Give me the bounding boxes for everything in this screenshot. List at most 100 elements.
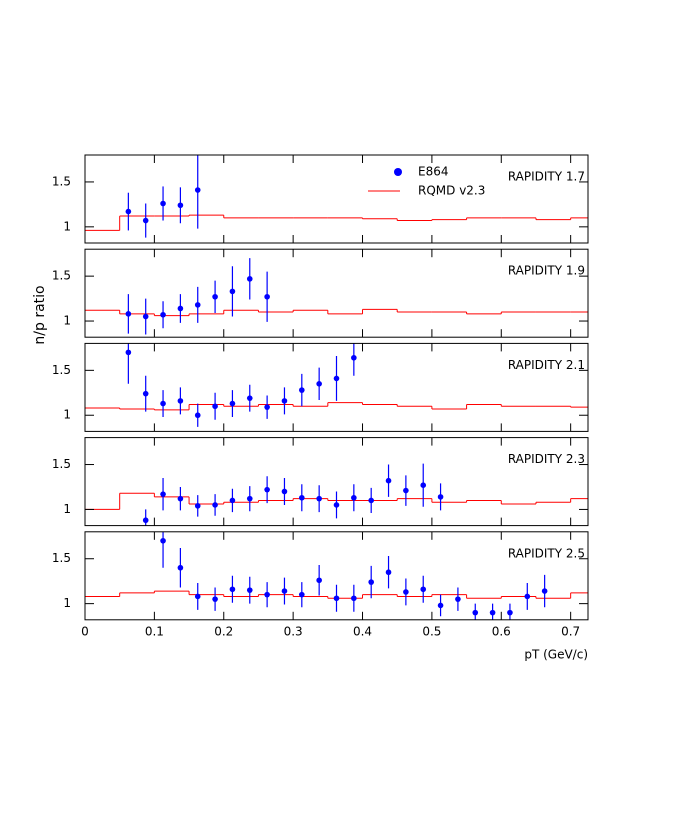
y-tick-label: 1 (63, 596, 71, 610)
y-tick-label: 1 (63, 314, 71, 328)
data-point (246, 276, 253, 282)
data-point (160, 491, 166, 497)
data-point (316, 577, 322, 584)
panel (85, 531, 588, 620)
y-tick-label: 1.5 (52, 363, 71, 377)
data-point (142, 313, 149, 320)
data-point (246, 395, 253, 401)
panel (85, 463, 588, 526)
panel (85, 155, 588, 238)
data-point (264, 404, 270, 410)
data-point (160, 400, 166, 407)
panel-label: RAPIDITY 2.5 (508, 546, 585, 560)
panel-frame (84, 342, 589, 432)
panel-frame (84, 531, 589, 621)
data-point (229, 586, 236, 593)
data-point (316, 495, 322, 502)
panel-frame (84, 437, 589, 527)
panel-label: RAPIDITY 2.3 (508, 452, 585, 466)
x-tick-label: 0.6 (492, 624, 511, 638)
data-point (264, 293, 270, 300)
data-point (264, 591, 270, 598)
data-point (212, 502, 218, 508)
data-point (125, 311, 132, 317)
data-point (333, 375, 340, 382)
data-point (420, 586, 427, 593)
data-point (368, 579, 374, 585)
data-point (368, 497, 374, 504)
data-point (472, 609, 479, 616)
data-point (177, 398, 184, 404)
x-tick-label: 0.1 (145, 624, 164, 638)
data-point (316, 381, 322, 387)
data-point (194, 302, 201, 308)
x-tick-label: 0.3 (284, 624, 303, 638)
data-point (489, 609, 496, 616)
data-point (212, 596, 218, 602)
data-point (437, 602, 444, 609)
data-point (281, 398, 288, 404)
data-point (229, 400, 236, 407)
x-axis-label: pT (GeV/c) (524, 648, 588, 662)
data-point (229, 497, 236, 504)
panel (85, 343, 588, 427)
data-point (177, 564, 184, 571)
data-point (403, 589, 409, 595)
data-point (507, 609, 513, 616)
data-point (299, 387, 305, 393)
panel-label: RAPIDITY 2.1 (508, 358, 585, 372)
panel-frame (84, 248, 589, 338)
data-point (160, 537, 166, 544)
data-point (299, 591, 305, 598)
data-point (160, 200, 166, 207)
x-tick-label: 0.4 (353, 624, 372, 638)
data-point (437, 494, 444, 500)
data-point (246, 495, 253, 502)
data-point (524, 593, 531, 600)
x-tick-label: 0 (81, 624, 89, 638)
data-point (420, 482, 427, 488)
data-point (160, 311, 166, 318)
data-point (194, 412, 201, 419)
y-tick-label: 1.5 (52, 457, 71, 471)
data-point (177, 495, 184, 502)
data-point (177, 202, 184, 209)
x-tick-label: 0.7 (561, 624, 580, 638)
data-point (264, 486, 270, 493)
y-axis-label: n/p ratio (32, 285, 48, 344)
x-tick-label: 0.5 (422, 624, 441, 638)
data-point (281, 588, 288, 594)
data-point (403, 487, 409, 494)
data-point (194, 503, 201, 509)
y-tick-label: 1.5 (52, 551, 71, 565)
x-tick-label: 0.2 (214, 624, 233, 638)
legend-marker (394, 168, 402, 176)
panel (85, 258, 588, 335)
data-point (541, 588, 548, 594)
legend-label: E864 (418, 165, 449, 179)
data-point (142, 390, 149, 397)
data-point (351, 494, 357, 501)
data-point (194, 187, 201, 193)
panel-label: RAPIDITY 1.9 (508, 264, 585, 278)
data-point (385, 477, 392, 484)
data-point (125, 208, 132, 215)
data-point (212, 293, 218, 300)
legend-label: RQMD v2.3 (418, 184, 485, 198)
panel-frame (84, 154, 589, 244)
y-tick-label: 1.5 (52, 269, 71, 283)
data-point (142, 517, 149, 524)
data-point (351, 595, 357, 602)
data-point (333, 502, 340, 508)
data-point (299, 494, 305, 501)
data-point (194, 593, 201, 600)
y-tick-label: 1.5 (52, 174, 71, 188)
data-point (281, 488, 288, 495)
data-point (385, 569, 392, 576)
y-tick-label: 1 (63, 502, 71, 516)
data-point (229, 288, 236, 295)
data-point (455, 596, 461, 602)
data-point (333, 595, 340, 602)
y-tick-label: 1 (63, 408, 71, 422)
